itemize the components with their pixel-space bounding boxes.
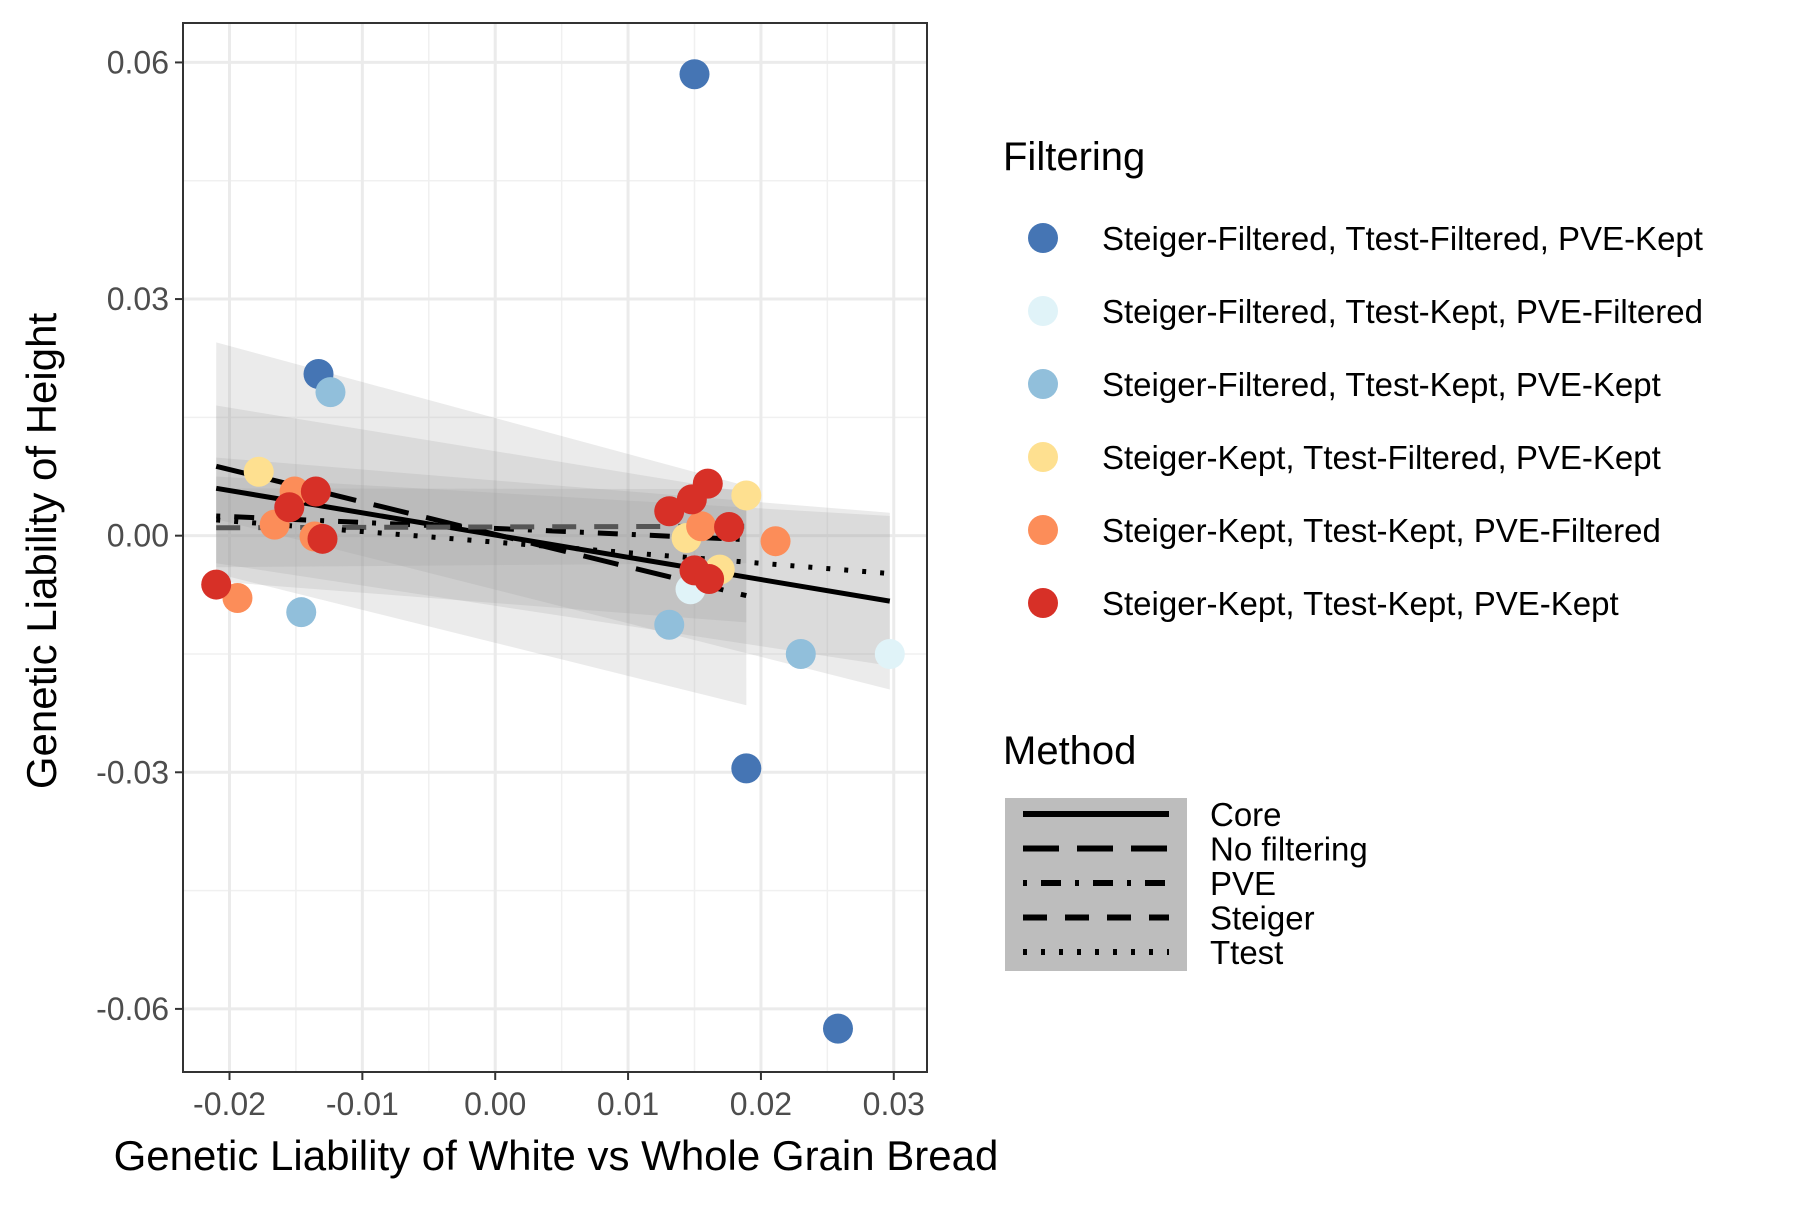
filtering-legend-key: [1028, 442, 1058, 472]
data-point: [686, 511, 717, 542]
data-point: [874, 638, 905, 669]
data-point: [654, 609, 685, 640]
filtering-legend-title: Filtering: [1003, 135, 1145, 179]
filtering-legend-label: Steiger-Filtered, Ttest-Kept, PVE-Kept: [1102, 366, 1661, 403]
plot-panel: -0.02 -0.01 0.00 0.01 0.02 0.03 -0.06 -0.03 0.00…: [96, 22, 928, 1122]
x-axis-title: Genetic Liability of White vs Whole Grai…: [114, 1132, 999, 1179]
y-tick-label: -0.03: [96, 754, 169, 790]
data-point: [760, 526, 791, 557]
data-point: [243, 456, 274, 487]
x-tick-label: 0.00: [464, 1086, 526, 1122]
x-tick-label: 0.01: [597, 1086, 659, 1122]
method-legend-label: Core: [1210, 796, 1282, 833]
data-point: [731, 753, 762, 784]
ci-ribbon-no-filtering: [216, 342, 747, 706]
method-legend-label: Steiger: [1210, 900, 1315, 937]
filtering-legend: Filtering Steiger-Filtered, Ttest-Filter…: [1003, 135, 1703, 622]
y-tick-label: 0.00: [107, 518, 169, 554]
fit-line-pve: [216, 513, 747, 543]
data-point: [300, 476, 331, 507]
filtering-legend-label: Steiger-Kept, Ttest-Filtered, PVE-Kept: [1102, 439, 1661, 476]
filtering-legend-key: [1028, 296, 1058, 326]
filtering-legend-label: Steiger-Kept, Ttest-Kept, PVE-Filtered: [1102, 512, 1661, 549]
data-point: [679, 59, 710, 90]
data-point: [731, 480, 762, 511]
x-tick-label: -0.02: [193, 1086, 266, 1122]
y-tick-label: -0.06: [96, 991, 169, 1027]
data-point: [654, 496, 685, 527]
data-point: [315, 377, 346, 408]
data-point: [714, 511, 745, 542]
x-tick-label: -0.01: [326, 1086, 399, 1122]
ci-ribbon-pve: [216, 405, 747, 623]
y-tick-label: 0.06: [107, 44, 169, 80]
filtering-legend-label: Steiger-Filtered, Ttest-Filtered, PVE-Ke…: [1102, 220, 1703, 257]
data-point: [822, 1013, 853, 1044]
x-tick-label: 0.03: [863, 1086, 925, 1122]
filtering-legend-label: Steiger-Kept, Ttest-Kept, PVE-Kept: [1102, 585, 1619, 622]
data-point: [694, 564, 725, 595]
data-point: [274, 492, 305, 523]
data-point: [286, 597, 317, 628]
filtering-legend-label: Steiger-Filtered, Ttest-Kept, PVE-Filter…: [1102, 293, 1703, 330]
filtering-legend-key: [1028, 223, 1058, 253]
fit-line-core: [215, 485, 891, 604]
x-tick-label: 0.02: [730, 1086, 792, 1122]
filtering-legend-key: [1028, 588, 1058, 618]
data-point: [201, 569, 232, 600]
fit-line-no-filtering: [215, 463, 747, 599]
method-legend-label: No filtering: [1210, 831, 1368, 868]
filtering-legend-key: [1028, 515, 1058, 545]
filtering-legend-key: [1028, 369, 1058, 399]
panel-border: [182, 22, 928, 1073]
data-point: [785, 638, 816, 669]
data-point: [307, 523, 338, 554]
method-legend-label: Ttest: [1210, 934, 1283, 971]
y-tick-label: 0.03: [107, 281, 169, 317]
data-point: [676, 484, 707, 515]
method-legend-label: PVE: [1210, 865, 1276, 902]
method-legend-title: Method: [1003, 729, 1136, 773]
y-axis-title: Genetic Liability of Height: [18, 313, 65, 790]
